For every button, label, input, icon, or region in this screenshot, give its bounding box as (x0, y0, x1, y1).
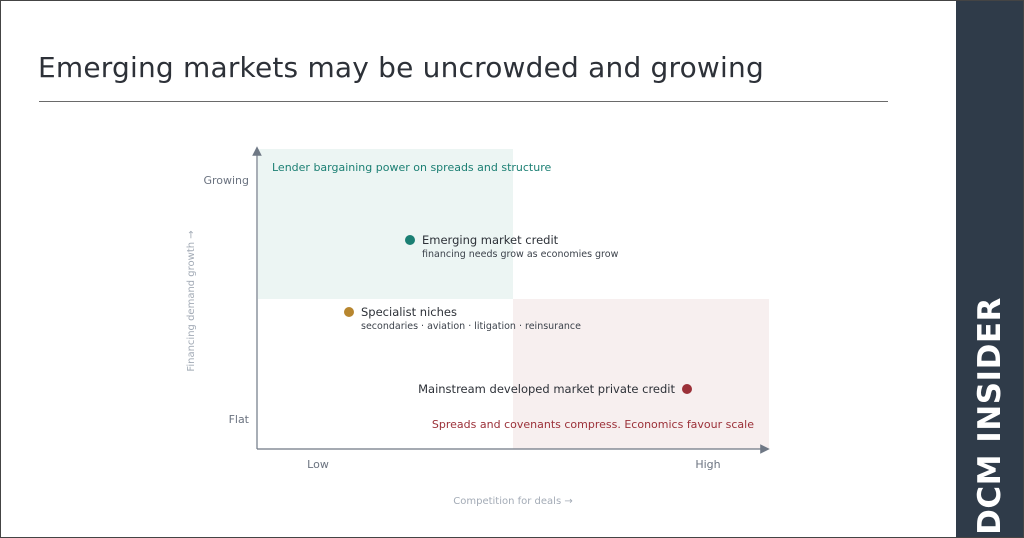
zone-bottom-right (513, 299, 769, 449)
zone-bottom-right-label: Spreads and covenants compress. Economic… (432, 418, 754, 431)
y-axis-title: Financing demand growth → (186, 230, 197, 371)
point-emerging-market-credit (405, 235, 415, 245)
point-emerging-market-credit-label: Emerging market credit (422, 233, 559, 247)
x-axis-title: Competition for deals → (453, 496, 572, 507)
brand-logo-text: DCM INSIDER (971, 297, 1008, 535)
point-specialist-niches (344, 307, 354, 317)
point-mainstream-private-credit (682, 384, 692, 394)
positioning-matrix: Lender bargaining power on spreads and s… (186, 146, 770, 507)
x-tick-low: Low (307, 458, 329, 471)
y-tick-top: Growing (203, 174, 249, 187)
y-tick-bottom: Flat (229, 413, 250, 426)
point-specialist-niches-sublabel: secondaries · aviation · litigation · re… (361, 321, 581, 332)
slide-title: Emerging markets may be uncrowded and gr… (38, 51, 764, 84)
brand-sidebar: DCM INSIDER (956, 1, 1023, 537)
x-tick-high: High (695, 458, 720, 471)
point-specialist-niches-label: Specialist niches (361, 305, 457, 319)
title-divider (39, 101, 888, 102)
zone-top-left (258, 149, 513, 299)
zone-top-left-label: Lender bargaining power on spreads and s… (272, 161, 552, 174)
point-mainstream-private-credit-label: Mainstream developed market private cred… (418, 382, 675, 396)
point-emerging-market-credit-sublabel: financing needs grow as economies grow (422, 249, 619, 260)
